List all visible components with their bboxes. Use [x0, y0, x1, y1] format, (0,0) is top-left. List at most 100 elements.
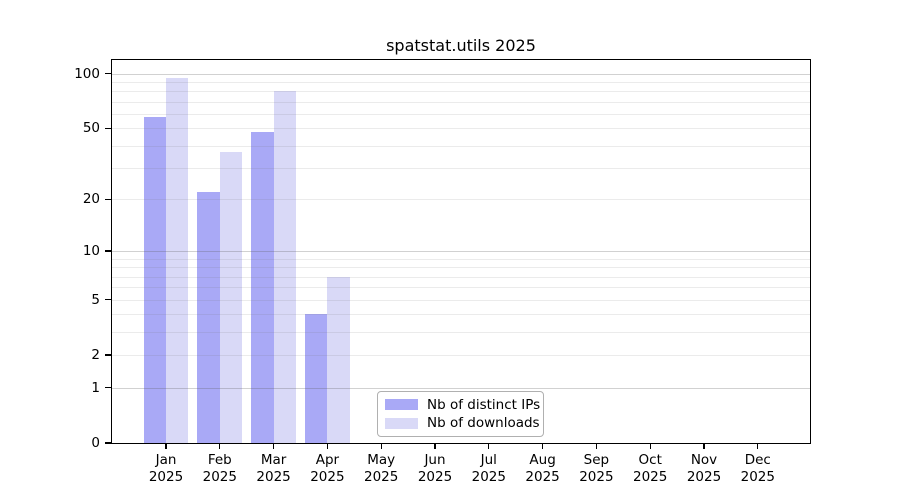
x-axis-tick-label: May 2025 [353, 452, 409, 486]
y-axis-tick-label: 20 [82, 191, 100, 208]
month-label: Nov [690, 452, 718, 468]
x-axis-tick [488, 443, 490, 449]
bar-distinct-ips-feb [197, 192, 220, 443]
y-axis-tick [105, 354, 112, 356]
downloads-swatch-icon [385, 417, 418, 429]
legend-item-downloads: Nb of downloads [385, 415, 543, 431]
gridline-minor [112, 101, 810, 103]
x-axis-tick-label: Dec 2025 [730, 452, 786, 486]
x-axis-tick-label: Feb 2025 [192, 452, 248, 486]
legend-label-downloads: Nb of downloads [427, 415, 540, 432]
gridline-minor [112, 82, 810, 84]
year-label: 2025 [256, 469, 291, 485]
x-axis-tick-label: Oct 2025 [622, 452, 678, 486]
x-axis-tick [380, 443, 382, 449]
bar-downloads-jan [166, 77, 189, 443]
x-axis-tick [541, 443, 544, 449]
bar-downloads-apr [327, 276, 350, 443]
gridline-minor [112, 91, 810, 93]
year-label: 2025 [364, 469, 399, 485]
gridline-major [112, 251, 810, 253]
month-label: Mar [260, 452, 287, 468]
year-label: 2025 [633, 469, 668, 485]
x-axis-tick-label: Apr 2025 [299, 452, 355, 486]
x-axis-tick-label: Aug 2025 [515, 452, 571, 486]
gridline-minor [112, 128, 810, 130]
y-axis-tick-label: 100 [74, 65, 100, 82]
year-label: 2025 [471, 469, 506, 485]
month-label: Jan [155, 452, 177, 468]
y-axis-tick-label: 10 [82, 243, 100, 260]
gridline-minor [112, 299, 810, 301]
y-axis-tick [105, 386, 112, 389]
year-label: 2025 [740, 469, 775, 485]
x-axis-tick [757, 443, 759, 449]
gridline-minor [112, 287, 810, 289]
bar-distinct-ips-jan [143, 116, 166, 443]
year-label: 2025 [148, 469, 184, 485]
x-axis-tick [165, 443, 167, 449]
y-axis-tick-label: 50 [82, 120, 100, 137]
y-axis-tick-label: 0 [91, 435, 100, 451]
month-label: Jun [424, 452, 446, 468]
y-axis-tick [105, 442, 112, 444]
x-axis-tick-label: Jun 2025 [407, 452, 463, 486]
month-label: Oct [638, 452, 662, 468]
year-label: 2025 [202, 469, 237, 485]
gridline-minor [112, 314, 810, 316]
legend: Nb of distinct IPs Nb of downloads [377, 391, 544, 437]
gridline-minor [112, 332, 810, 334]
y-axis-tick [105, 298, 112, 301]
month-label: May [367, 452, 396, 468]
year-label: 2025 [310, 469, 345, 485]
x-axis-tick [595, 443, 598, 449]
x-axis-tick [649, 443, 651, 449]
x-axis-tick [272, 443, 275, 449]
gridline-minor [112, 199, 810, 201]
bar-downloads-mar [273, 91, 296, 443]
bar-downloads-feb [219, 151, 243, 443]
x-axis-tick [434, 443, 436, 449]
legend-label-distinct-ips: Nb of distinct IPs [427, 396, 541, 413]
year-label: 2025 [579, 469, 614, 485]
year-label: 2025 [686, 469, 722, 485]
x-axis-tick-label: Sep 2025 [568, 452, 624, 486]
y-axis-tick [105, 250, 112, 252]
legend-item-distinct-ips: Nb of distinct IPs [385, 397, 543, 413]
chart-title: spatstat.utils 2025 [386, 36, 536, 55]
gridline-minor [112, 258, 810, 260]
gridline-minor [112, 145, 810, 147]
y-axis-tick [105, 73, 112, 75]
gridline-major [112, 387, 810, 389]
gridline-minor [112, 355, 810, 357]
gridline-minor [112, 114, 810, 116]
distinct-ips-swatch-icon [385, 399, 418, 411]
month-label: Dec [744, 452, 771, 468]
gridline-minor [112, 276, 810, 278]
y-axis-tick-label: 2 [91, 347, 100, 364]
x-axis-tick [703, 443, 705, 449]
bar-distinct-ips-mar [251, 131, 274, 443]
year-label: 2025 [525, 469, 560, 485]
month-label: Feb [207, 452, 232, 468]
gridline-minor [112, 168, 810, 170]
y-axis-tick-label: 1 [91, 379, 100, 396]
y-axis-tick [105, 127, 112, 130]
gridline-major [112, 73, 810, 75]
x-axis-tick-label: Nov 2025 [676, 452, 732, 486]
month-label: Jul [480, 452, 497, 468]
x-axis-tick-label: Jan 2025 [138, 452, 194, 486]
y-axis-tick [105, 198, 112, 201]
y-axis-tick-label: 5 [91, 291, 100, 308]
month-label: Aug [529, 452, 556, 468]
month-label: Apr [315, 452, 340, 468]
year-label: 2025 [417, 469, 453, 485]
x-axis-tick-label: Jul 2025 [461, 452, 517, 486]
gridline-minor [112, 267, 810, 269]
x-axis-tick [326, 443, 329, 449]
x-axis-tick-label: Mar 2025 [246, 452, 302, 486]
month-label: Sep [583, 452, 610, 468]
x-axis-tick [219, 443, 221, 449]
bar-distinct-ips-apr [305, 314, 328, 443]
